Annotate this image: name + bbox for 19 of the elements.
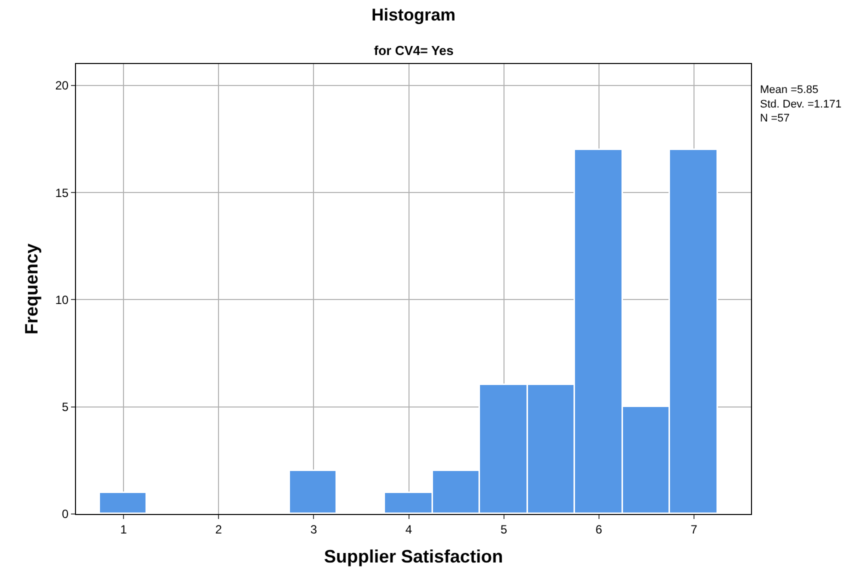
text: Std. Dev. =1.171 — [760, 98, 842, 110]
x-tick-label: 3 — [310, 522, 318, 536]
y-tick-label: 20 — [55, 78, 69, 93]
x-tick-label: 2 — [215, 522, 222, 536]
y-tick-label: 15 — [55, 186, 69, 200]
x-tick-label: 4 — [405, 522, 412, 536]
x-axis-title: Supplier Satisfaction — [324, 546, 504, 566]
chart-title: Histogram — [371, 6, 456, 25]
x-tick-label: 7 — [690, 522, 698, 536]
x-tick-label: 1 — [120, 522, 128, 536]
y-tick-label: 0 — [62, 507, 69, 522]
y-tick-label: 10 — [55, 292, 69, 307]
chart-subtitle: for CV4= Yes — [374, 43, 454, 58]
y-tick-label: 5 — [62, 400, 69, 414]
x-tick-label: 6 — [596, 522, 603, 536]
y-axis-title: Frequency — [21, 243, 42, 335]
text: N =57 — [760, 112, 790, 125]
x-tick-label: 5 — [500, 522, 508, 536]
text: Mean =5.85 — [760, 84, 818, 96]
